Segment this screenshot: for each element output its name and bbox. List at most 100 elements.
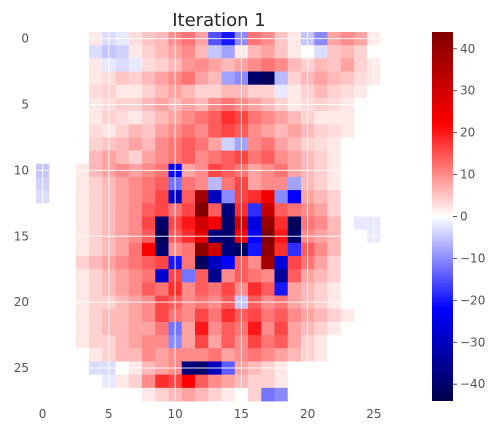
heatmap-cell bbox=[314, 84, 328, 99]
heatmap-cell bbox=[195, 137, 209, 152]
heatmap-cell bbox=[75, 203, 90, 217]
heatmap-cell bbox=[354, 242, 368, 257]
heatmap-cell bbox=[380, 282, 395, 296]
heatmap-cell bbox=[142, 216, 156, 231]
heatmap-cell bbox=[340, 84, 355, 99]
heatmap-cell bbox=[327, 256, 342, 270]
heatmap-cell bbox=[115, 124, 130, 138]
heatmap-cell bbox=[393, 203, 408, 217]
heatmap-cell bbox=[142, 71, 156, 86]
heatmap-cell bbox=[314, 348, 328, 362]
heatmap-cell bbox=[287, 348, 302, 362]
heatmap-cell bbox=[115, 111, 130, 125]
heatmap-cell bbox=[75, 190, 90, 204]
heatmap-cell bbox=[380, 374, 395, 389]
heatmap-cell bbox=[287, 71, 302, 86]
heatmap-cell bbox=[142, 150, 156, 165]
heatmap-cell bbox=[393, 335, 408, 349]
heatmap-cell bbox=[89, 203, 103, 217]
heatmap-cell bbox=[261, 84, 275, 99]
heatmap-cell bbox=[261, 269, 275, 283]
heatmap-cell bbox=[49, 71, 63, 86]
heatmap-cell bbox=[128, 111, 143, 125]
heatmap-cell bbox=[89, 124, 103, 138]
heatmap-cell bbox=[354, 256, 368, 270]
heatmap-cell bbox=[354, 84, 368, 99]
heatmap-cell bbox=[340, 203, 355, 217]
heatmap-cell bbox=[62, 282, 77, 296]
heatmap-cell bbox=[128, 84, 143, 99]
heatmap-cell bbox=[75, 335, 90, 349]
heatmap-cell bbox=[248, 374, 262, 389]
heatmap-cell bbox=[75, 71, 90, 86]
heatmap-cell bbox=[195, 111, 209, 125]
heatmap-cell bbox=[181, 256, 196, 270]
heatmap-cell bbox=[248, 111, 262, 125]
heatmap-cell bbox=[181, 387, 196, 402]
heatmap-cell bbox=[115, 256, 130, 270]
heatmap-cell bbox=[327, 176, 342, 191]
heatmap-cell bbox=[221, 387, 236, 402]
colorbar-tick-label: 20 bbox=[460, 126, 475, 140]
heatmap-cell bbox=[261, 387, 275, 402]
heatmap-cell bbox=[115, 58, 130, 72]
heatmap-cell bbox=[195, 190, 209, 204]
heatmap-cell bbox=[155, 84, 169, 99]
heatmap-cell bbox=[354, 308, 368, 323]
heatmap-cell bbox=[274, 348, 289, 362]
heatmap-cell bbox=[261, 282, 275, 296]
heatmap-cell bbox=[75, 216, 90, 231]
heatmap-cell bbox=[128, 124, 143, 138]
heatmap-cell bbox=[128, 203, 143, 217]
heatmap-cell bbox=[327, 58, 342, 72]
heatmap-cell bbox=[248, 321, 262, 336]
heatmap-cell bbox=[380, 45, 395, 59]
heatmap-cell bbox=[327, 282, 342, 296]
heatmap-cell bbox=[261, 242, 275, 257]
y-tick-label: 0 bbox=[21, 32, 29, 46]
heatmap-cell bbox=[221, 348, 236, 362]
heatmap-cell bbox=[314, 137, 328, 152]
heatmap-cell bbox=[261, 150, 275, 165]
heatmap-cell bbox=[49, 190, 63, 204]
heatmap-cell bbox=[221, 269, 236, 283]
x-tick-label: 25 bbox=[366, 407, 381, 421]
heatmap-cell bbox=[221, 335, 236, 349]
heatmap-cell bbox=[248, 190, 262, 204]
heatmap-cell bbox=[195, 335, 209, 349]
heatmap-cell bbox=[274, 203, 289, 217]
heatmap-cell bbox=[62, 124, 77, 138]
heatmap-cell bbox=[142, 308, 156, 323]
heatmap-cell bbox=[221, 282, 236, 296]
heatmap-cell bbox=[75, 45, 90, 59]
heatmap-cell bbox=[208, 269, 222, 283]
heatmap-cell bbox=[393, 137, 408, 152]
heatmap-cell bbox=[354, 137, 368, 152]
heatmap-cell bbox=[287, 242, 302, 257]
heatmap-cell bbox=[62, 348, 77, 362]
heatmap-cell bbox=[115, 335, 130, 349]
heatmap-cell bbox=[75, 242, 90, 257]
heatmap-cell bbox=[274, 58, 289, 72]
heatmap-cell bbox=[142, 374, 156, 389]
heatmap-cell bbox=[155, 282, 169, 296]
heatmap-cell bbox=[393, 190, 408, 204]
heatmap-cell bbox=[393, 348, 408, 362]
heatmap-cell bbox=[393, 176, 408, 191]
heatmap-cell bbox=[49, 45, 63, 59]
heatmap-cell bbox=[142, 124, 156, 138]
heatmap-cell bbox=[327, 321, 342, 336]
colorbar-tick-label: 40 bbox=[460, 42, 475, 56]
heatmap-cell bbox=[208, 203, 222, 217]
heatmap-cell bbox=[89, 321, 103, 336]
heatmap-cell bbox=[287, 216, 302, 231]
heatmap-cell bbox=[248, 387, 262, 402]
heatmap-cell bbox=[354, 45, 368, 59]
heatmap-cell bbox=[340, 150, 355, 165]
heatmap-cell bbox=[75, 124, 90, 138]
heatmap-cell bbox=[142, 190, 156, 204]
heatmap-cell bbox=[327, 71, 342, 86]
heatmap-cell bbox=[340, 282, 355, 296]
heatmap-cell bbox=[62, 269, 77, 283]
heatmap-cell bbox=[314, 150, 328, 165]
